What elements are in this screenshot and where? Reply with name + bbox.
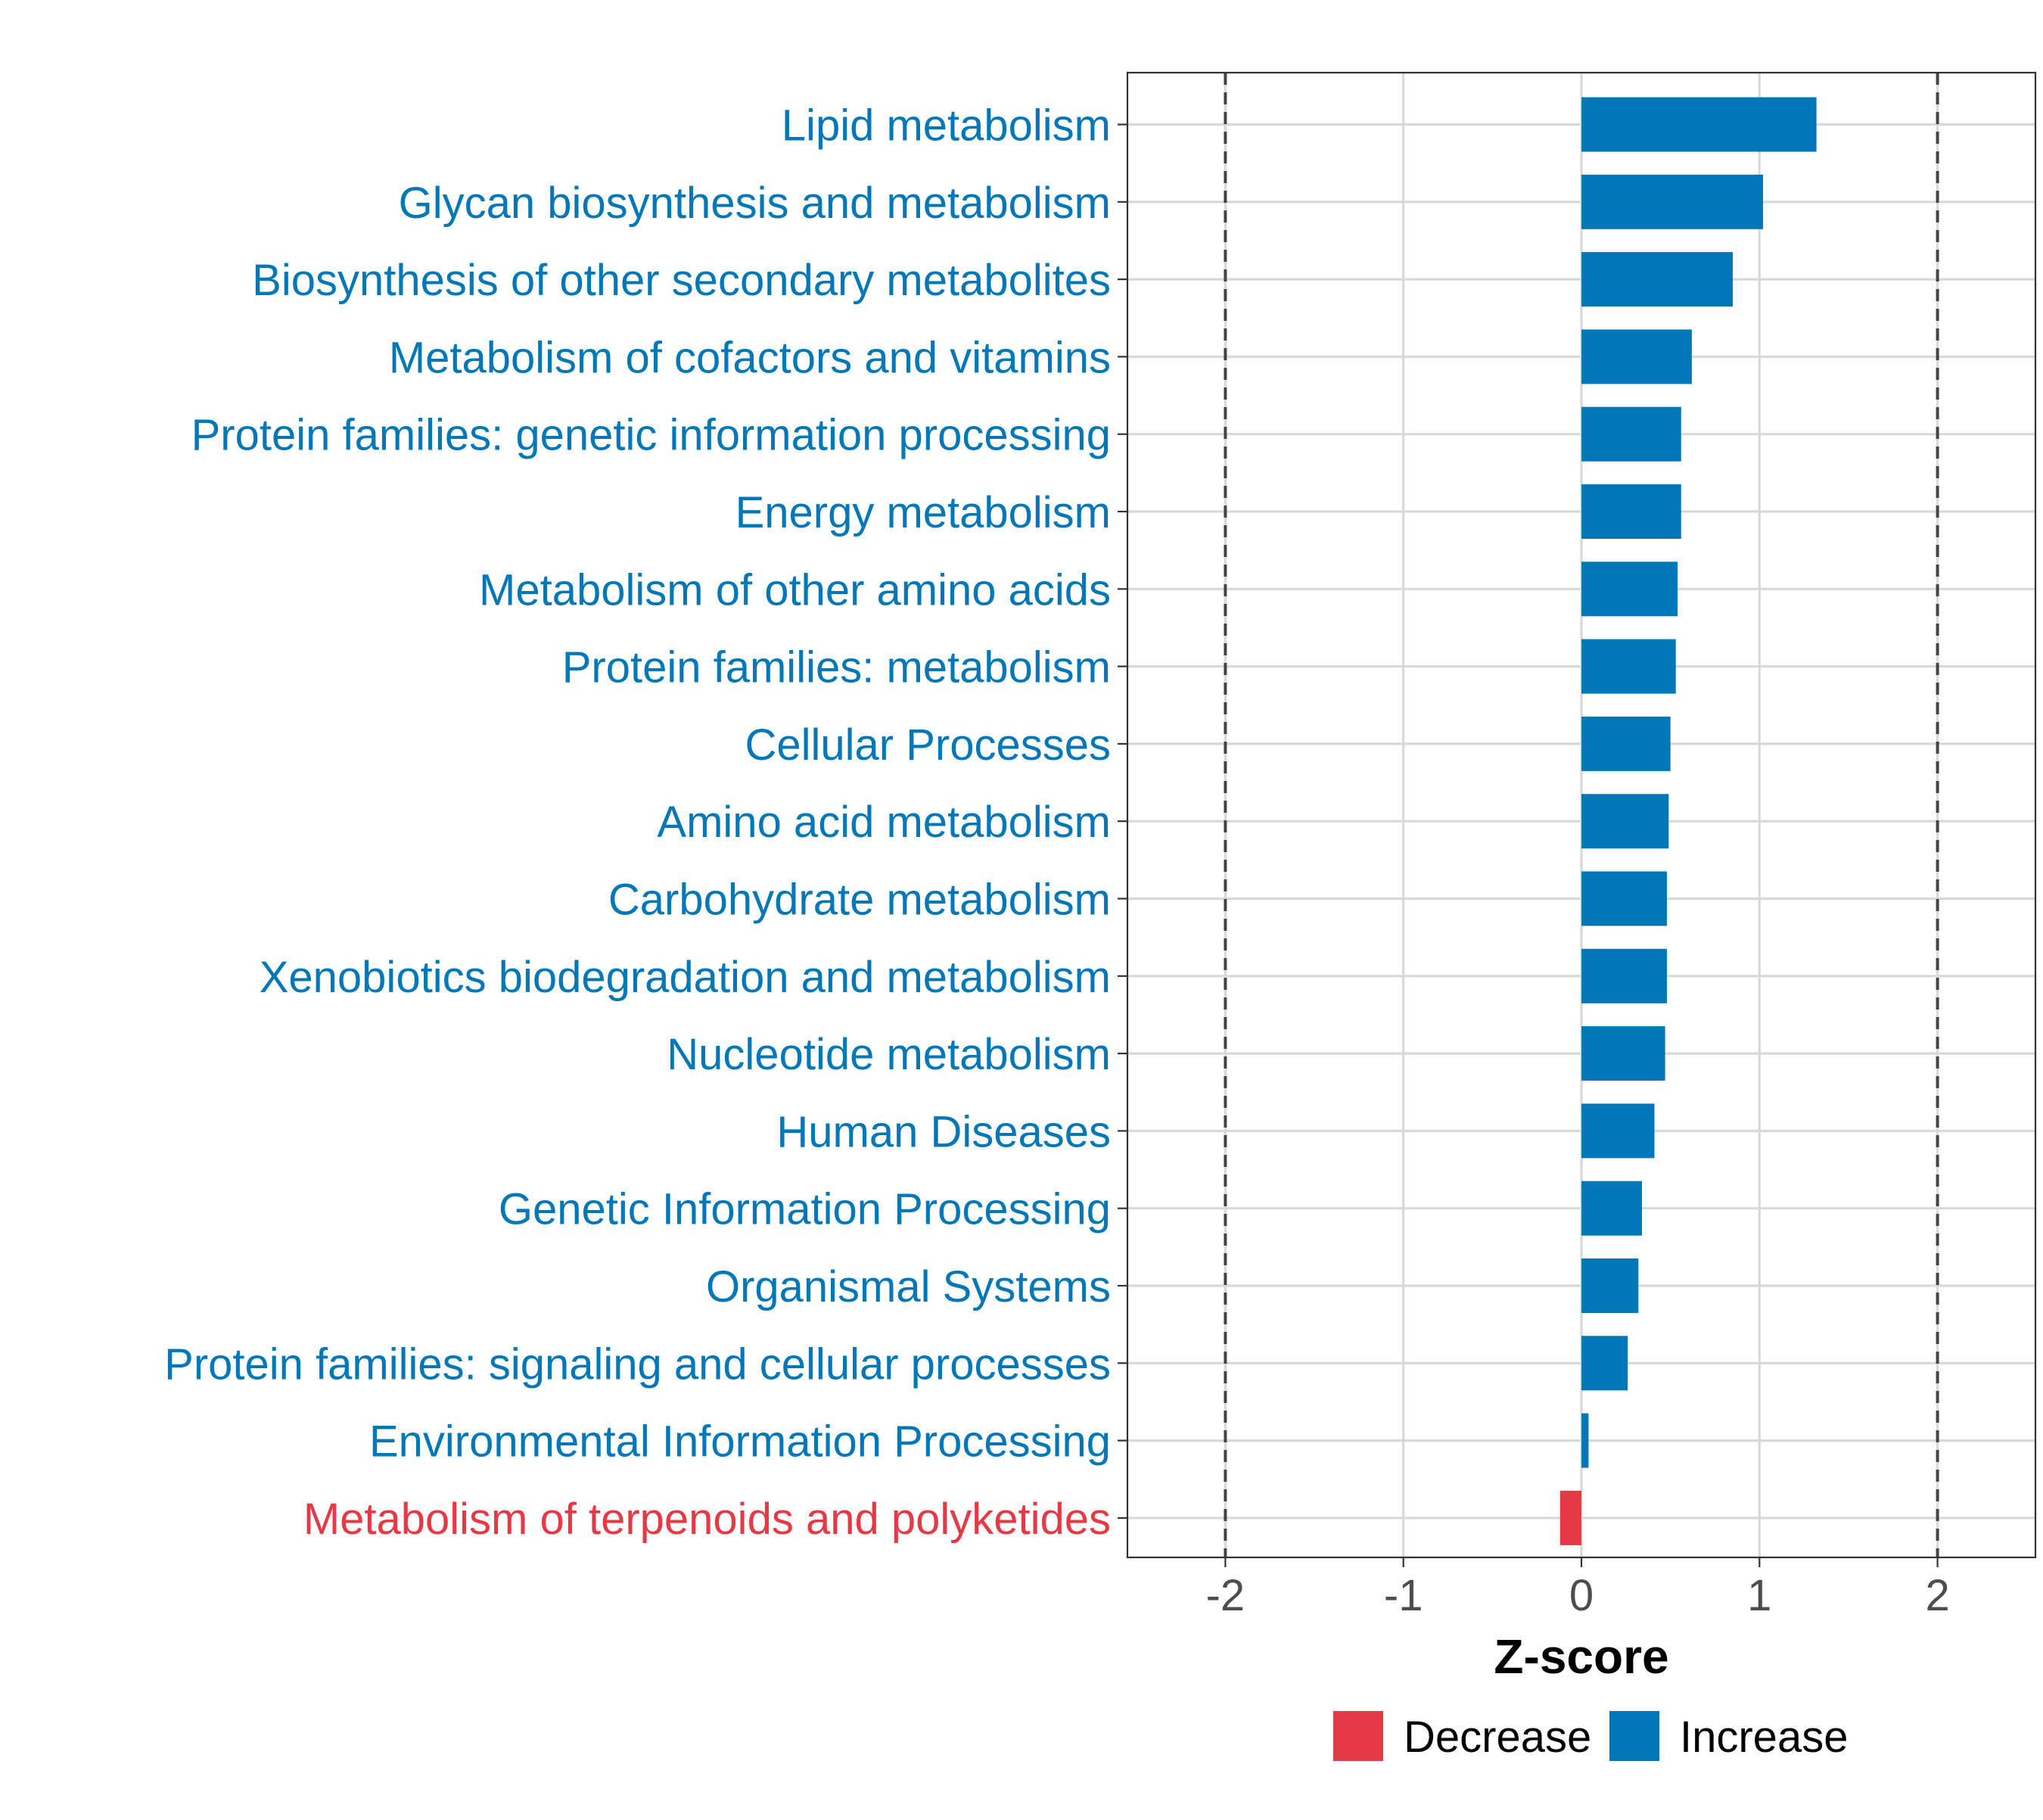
bar-increase (1581, 948, 1667, 1003)
bar-increase (1581, 1336, 1628, 1391)
y-tick-label: Protein families: metabolism (562, 643, 1111, 692)
y-tick-label: Environmental Information Processing (369, 1417, 1111, 1467)
bar-increase (1581, 794, 1669, 849)
bar-increase (1581, 406, 1681, 462)
bar-increase (1581, 484, 1681, 539)
y-tick-label: Cellular Processes (745, 720, 1111, 770)
bar-increase (1581, 639, 1676, 694)
bar-increase (1581, 329, 1692, 384)
x-tick-label: 1 (1747, 1571, 1771, 1620)
bar-increase (1581, 174, 1763, 229)
y-tick-label: Energy metabolism (735, 488, 1111, 537)
bar-increase (1581, 1103, 1655, 1159)
x-tick-label: -1 (1384, 1571, 1423, 1620)
x-tick-label: -2 (1206, 1571, 1245, 1620)
y-tick-label: Metabolism of other amino acids (479, 565, 1111, 614)
y-tick-label: Genetic Information Processing (499, 1185, 1111, 1234)
y-tick-label: Xenobiotics biodegradation and metabolis… (260, 953, 1111, 1002)
y-axis: Lipid metabolism Glycan biosynthesis and … (164, 101, 1127, 1544)
bar-increase (1581, 1413, 1589, 1468)
y-tick-label: Glycan biosynthesis and metabolism (399, 179, 1111, 228)
bar-increase (1581, 562, 1678, 617)
y-tick-label: Protein families: genetic information pr… (191, 411, 1111, 460)
bar-increase (1581, 716, 1671, 771)
legend: Decrease Increase (1333, 1711, 1848, 1762)
y-tick-label: Lipid metabolism (782, 101, 1111, 151)
bar-increase (1581, 1026, 1665, 1081)
legend-key-decrease (1333, 1711, 1383, 1761)
bar-increase (1581, 252, 1733, 307)
y-tick-label: Biosynthesis of other secondary metaboli… (252, 256, 1111, 305)
bars (1559, 97, 1817, 1545)
y-tick-label: Metabolism of cofactors and vitamins (389, 333, 1111, 382)
bar-increase (1581, 1181, 1642, 1236)
bar-increase (1581, 1258, 1639, 1313)
x-axis: -2 -1 0 1 2 (1206, 1557, 1950, 1620)
bar-decrease (1559, 1490, 1581, 1545)
x-axis-title: Z-score (1494, 1629, 1668, 1684)
bar-increase (1581, 871, 1667, 926)
y-tick-label: Amino acid metabolism (657, 798, 1111, 847)
legend-key-increase (1609, 1711, 1659, 1761)
x-tick-label: 2 (1925, 1571, 1949, 1620)
y-tick-label: Protein families: signaling and cellular… (164, 1339, 1111, 1389)
y-tick-label: Human Diseases (776, 1107, 1111, 1156)
y-tick-label: Nucleotide metabolism (667, 1030, 1111, 1079)
legend-label-decrease: Decrease (1404, 1713, 1591, 1762)
y-tick-label: Carbohydrate metabolism (608, 876, 1111, 925)
bar-increase (1581, 97, 1817, 152)
reference-lines (1224, 73, 1939, 1557)
y-tick-label: Organismal Systems (706, 1262, 1111, 1311)
x-tick-label: 0 (1569, 1571, 1594, 1620)
y-tick-label: Metabolism of terpenoids and polyketides (303, 1495, 1111, 1544)
legend-label-increase: Increase (1680, 1713, 1848, 1762)
